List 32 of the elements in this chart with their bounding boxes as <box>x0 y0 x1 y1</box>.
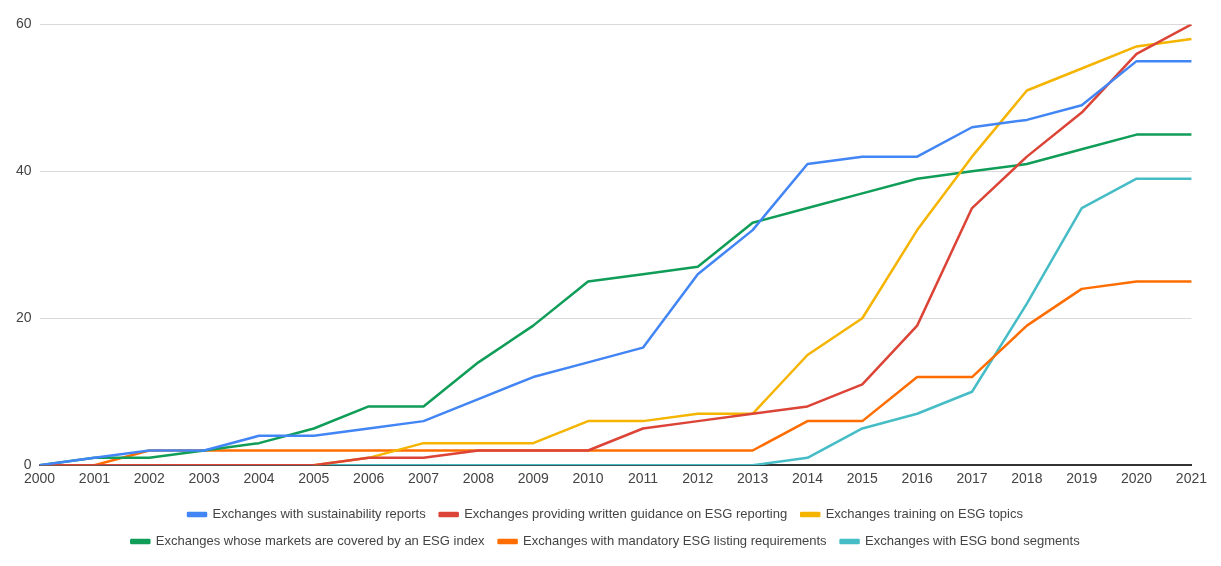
y-tick-label: 40 <box>15 162 32 179</box>
legend-label: Exchanges whose markets are covered by an ESG index <box>155 533 486 549</box>
x-tick-label: 2021 <box>1175 470 1208 487</box>
x-tick-label: 2005 <box>298 470 330 487</box>
x-tick-label: 2008 <box>462 470 495 487</box>
x-tick-label: 2012 <box>682 470 714 487</box>
x-tick-label: 2018 <box>1011 470 1043 487</box>
x-tick-label: 2006 <box>353 470 385 487</box>
x-tick-label: 2001 <box>78 470 111 487</box>
y-tick-label: 0 <box>23 456 32 473</box>
x-tick-label: 2009 <box>517 470 549 487</box>
x-tick-label: 2014 <box>791 470 824 487</box>
legend-label: Exchanges training on ESG topics <box>825 506 1024 522</box>
y-tick-label: 20 <box>15 309 32 326</box>
x-tick-label: 2010 <box>572 470 604 487</box>
legend-label: Exchanges with ESG bond segments <box>865 533 1081 549</box>
x-tick-label: 2016 <box>901 470 933 487</box>
legend-label: Exchanges providing written guidance on ESG reporting <box>464 506 788 522</box>
x-tick-label: 2000 <box>23 470 56 487</box>
x-tick-label: 2004 <box>243 470 275 487</box>
x-tick-label: 2003 <box>188 470 220 487</box>
legend-label: Exchanges with mandatory ESG listing requirements <box>523 533 828 549</box>
x-tick-label: 2017 <box>956 470 988 487</box>
x-tick-label: 2011 <box>627 470 659 487</box>
y-tick-label: 60 <box>15 15 32 32</box>
x-tick-label: 2015 <box>846 470 879 487</box>
legend-label: Exchanges with sustainability reports <box>212 506 427 522</box>
x-tick-label: 2002 <box>133 470 166 487</box>
x-tick-label: 2007 <box>407 470 440 487</box>
x-tick-label: 2020 <box>1121 470 1153 487</box>
x-tick-label: 2019 <box>1066 470 1098 487</box>
x-tick-label: 2013 <box>737 470 769 487</box>
